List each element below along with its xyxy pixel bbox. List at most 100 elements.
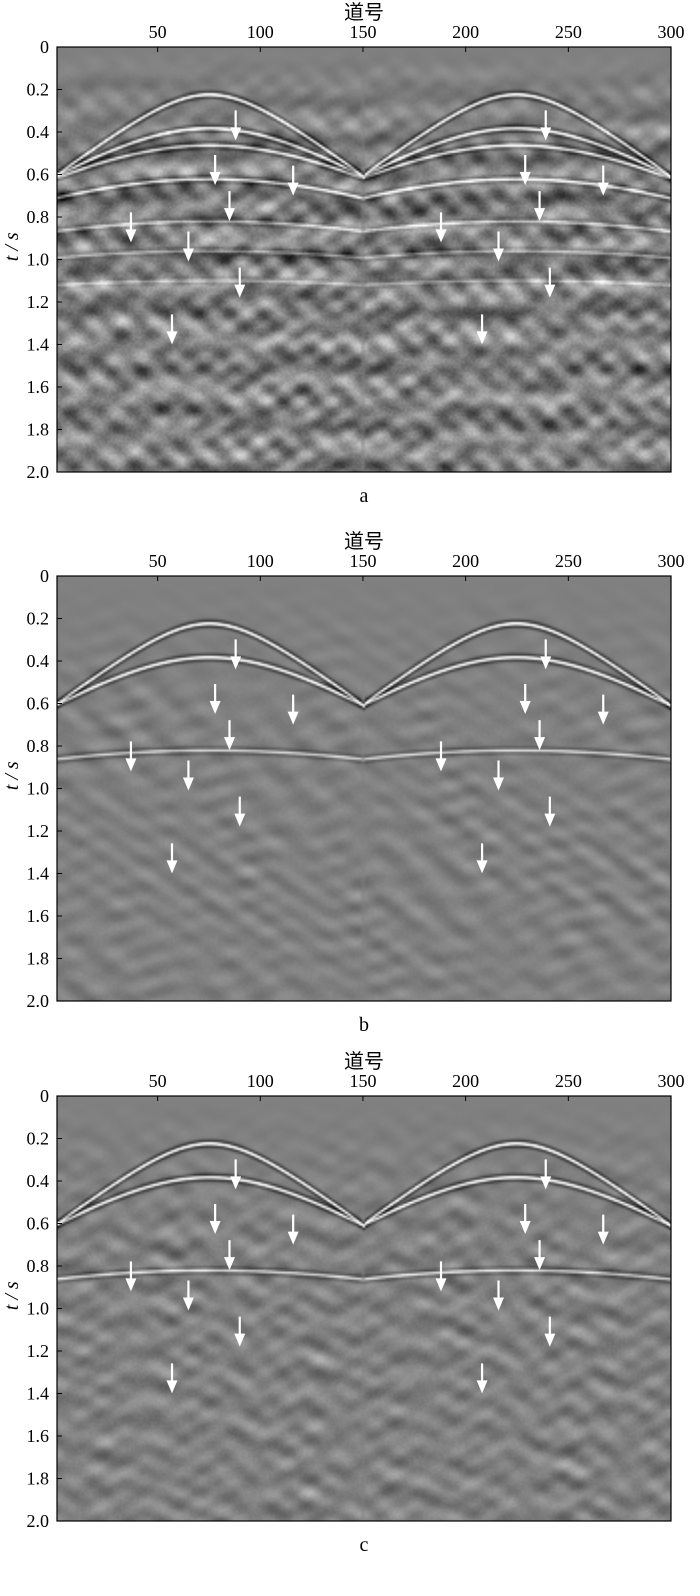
x-axis-label: 道号 <box>344 530 384 553</box>
annotation-arrow <box>519 1204 531 1234</box>
y-tick-label: 1.2 <box>27 1341 50 1361</box>
annotation-arrow <box>476 314 488 345</box>
y-tick-label: 1.0 <box>27 1299 50 1319</box>
annotation-arrow <box>166 843 178 874</box>
annotation-arrow <box>519 684 531 714</box>
y-tick-label: 0.8 <box>27 207 50 227</box>
annotation-arrow <box>125 1261 137 1292</box>
y-tick-label: 0.6 <box>27 1214 50 1234</box>
annotation-arrow <box>544 1316 556 1347</box>
annotation-arrow <box>534 191 546 222</box>
y-axis-label: t / s <box>1 232 23 261</box>
y-tick-label: 1.2 <box>27 292 50 312</box>
y-tick-label: 1.2 <box>27 821 50 841</box>
annotation-arrow <box>287 165 299 196</box>
x-tick-label: 250 <box>555 1071 582 1091</box>
y-tick-label: 1.4 <box>27 1384 50 1404</box>
annotation-arrow <box>230 639 242 670</box>
y-tick-label: 0 <box>40 1086 49 1106</box>
annotation-arrow <box>435 212 447 243</box>
annotation-arrow <box>287 694 299 725</box>
y-tick-label: 1.6 <box>27 1426 50 1446</box>
annotation-arrow <box>125 212 137 243</box>
annotation-arrow <box>223 1240 235 1271</box>
y-axis-label: t / s <box>1 761 23 790</box>
x-tick-label: 50 <box>149 1071 167 1091</box>
annotation-arrow <box>287 1214 299 1245</box>
panel-a: 50 100 150 200 250 300 0 0.2 0.4 0.6 0.8 1.0 1.2 1.4 1… <box>1 1 685 507</box>
y-tick-label: 0.2 <box>27 80 50 100</box>
annotation-arrow <box>182 1280 194 1311</box>
x-tick-label: 150 <box>349 551 376 571</box>
y-tick-label: 0.6 <box>27 165 50 185</box>
annotation-arrow <box>544 267 556 298</box>
y-tick-label: 1.4 <box>27 864 50 884</box>
y-tick-label: 1.8 <box>27 420 50 440</box>
x-tick-label: 250 <box>555 22 582 42</box>
seismic-section <box>57 1096 671 1521</box>
annotation-arrow <box>476 1363 488 1394</box>
annotation-arrow <box>230 1159 242 1190</box>
seismic-section <box>57 576 671 1001</box>
x-tick-label: 150 <box>349 1071 376 1091</box>
y-tick-label: 0.6 <box>27 694 50 714</box>
annotation-arrow <box>223 191 235 222</box>
y-tick-label: 1.6 <box>27 906 50 926</box>
annotation-arrow <box>540 110 552 141</box>
annotation-arrow <box>540 639 552 670</box>
y-tick-label: 0 <box>40 566 49 586</box>
annotation-arrow <box>230 110 242 141</box>
annotation-arrow <box>540 1159 552 1190</box>
x-tick-label: 300 <box>658 551 685 571</box>
y-tick-label: 0.4 <box>27 651 50 671</box>
panel-label: c <box>360 1534 369 1556</box>
x-axis-label: 道号 <box>344 1 384 24</box>
annotation-arrow <box>476 843 488 874</box>
y-tick-label: 0.2 <box>27 609 50 629</box>
x-tick-label: 100 <box>247 551 274 571</box>
annotation-arrow <box>223 720 235 751</box>
y-tick-label: 2.0 <box>27 462 50 482</box>
annotation-arrow <box>493 760 505 791</box>
x-axis-label: 道号 <box>344 1050 384 1073</box>
annotation-arrow <box>125 741 137 772</box>
annotation-arrow <box>234 267 246 298</box>
x-tick-label: 200 <box>452 551 479 571</box>
panel-label: a <box>360 485 369 507</box>
y-tick-label: 2.0 <box>27 991 50 1011</box>
seismic-section <box>57 47 671 472</box>
annotation-arrow <box>493 231 505 262</box>
annotation-arrow <box>182 760 194 791</box>
y-tick-label: 0.8 <box>27 736 50 756</box>
annotation-arrow <box>234 796 246 827</box>
x-tick-label: 300 <box>658 22 685 42</box>
annotation-arrow <box>209 1204 221 1234</box>
x-tick-label: 50 <box>149 22 167 42</box>
annotation-arrow <box>209 155 221 185</box>
y-tick-label: 0.4 <box>27 1171 50 1191</box>
annotation-arrow <box>435 1261 447 1292</box>
annotation-arrow <box>435 741 447 772</box>
annotation-arrow <box>534 720 546 751</box>
x-tick-label: 50 <box>149 551 167 571</box>
x-tick-label: 150 <box>349 22 376 42</box>
x-tick-label: 300 <box>658 1071 685 1091</box>
y-tick-label: 1.0 <box>27 779 50 799</box>
annotation-arrow <box>166 1363 178 1394</box>
panel-b: 50 100 150 200 250 300 0 0.2 0.4 0.6 0.8 1.0 1.2 1.4 1… <box>1 530 685 1036</box>
y-tick-label: 1.6 <box>27 377 50 397</box>
y-tick-label: 1.8 <box>27 1469 50 1489</box>
x-tick-label: 250 <box>555 551 582 571</box>
x-tick-label: 100 <box>247 1071 274 1091</box>
x-tick-label: 200 <box>452 22 479 42</box>
annotation-arrow <box>597 1214 609 1245</box>
annotation-arrow <box>544 796 556 827</box>
y-axis-label: t / s <box>1 1281 23 1310</box>
annotation-arrow <box>493 1280 505 1311</box>
annotation-arrow <box>182 231 194 262</box>
annotation-arrow <box>519 155 531 185</box>
y-tick-label: 0.8 <box>27 1256 50 1276</box>
annotation-arrow <box>209 684 221 714</box>
y-tick-label: 0.4 <box>27 122 50 142</box>
